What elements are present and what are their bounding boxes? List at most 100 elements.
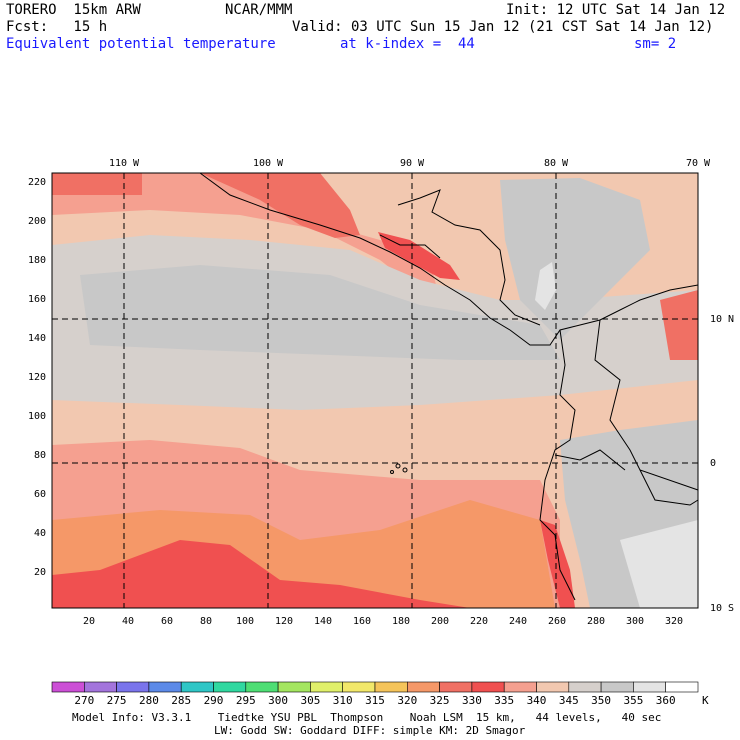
lat-label: 10 N (710, 314, 734, 325)
legend-label: 345 (559, 694, 579, 707)
init-time: Init: 12 UTC Sat 14 Jan 12 (506, 2, 726, 18)
legend-label: 270 (74, 694, 94, 707)
x-tick: 320 (665, 616, 683, 627)
x-tick-labels: 20 40 60 80 100 120 140 160 180 200 220 … (83, 616, 683, 627)
y-tick: 220 (28, 177, 46, 188)
legend-colorbar (51, 681, 699, 693)
model-info-line1: Model Info: V3.3.1 Tiedtke YSU PBL Thomp… (72, 711, 662, 724)
legend-label: 335 (494, 694, 514, 707)
lon-label: 110 W (109, 158, 140, 169)
legend-swatch (277, 681, 311, 693)
legend-label: 355 (623, 694, 643, 707)
field-hot-southwest (52, 540, 470, 608)
legend-swatch (568, 681, 602, 693)
valid-time: Valid: 03 UTC Sun 15 Jan 12 (21 CST Sat … (292, 19, 714, 35)
legend-label: 290 (204, 694, 224, 707)
model-name: TORERO 15km ARW (6, 2, 141, 18)
legend-swatch (342, 681, 376, 693)
latlon-grid (52, 173, 698, 608)
legend-swatch (471, 681, 505, 693)
legend-swatch (633, 681, 667, 693)
legend-swatch (245, 681, 279, 693)
legend-label: 285 (171, 694, 191, 707)
lat-label: 0 (710, 458, 716, 469)
field-light-amazon (620, 520, 698, 608)
forecast-hour: Fcst: 15 h (6, 19, 108, 35)
y-tick: 60 (34, 489, 46, 500)
legend-labels: 270 275 280 285 290 295 300 305 310 315 320 325 330 3… (74, 694, 675, 707)
center-name: NCAR/MMM (225, 2, 293, 18)
x-tick: 80 (200, 616, 212, 627)
lon-labels: 110 W 100 W 90 W 80 W 70 W (109, 158, 711, 169)
x-tick: 40 (122, 616, 134, 627)
legend-label: 305 (300, 694, 320, 707)
legend-label: 360 (656, 694, 676, 707)
x-tick: 240 (509, 616, 527, 627)
galapagos-island (395, 463, 401, 469)
legend-swatch (213, 681, 247, 693)
legend-label: 350 (591, 694, 611, 707)
map-frame (51, 172, 699, 609)
coastlines (199, 172, 699, 601)
y-tick-labels: 220 200 180 160 140 120 100 80 60 40 20 (28, 177, 46, 578)
galapagos-island (390, 470, 394, 474)
y-tick: 120 (28, 372, 46, 383)
x-tick: 120 (275, 616, 293, 627)
level-info: at k-index = 44 (340, 36, 475, 52)
legend-label: 320 (397, 694, 417, 707)
y-tick: 180 (28, 255, 46, 266)
y-tick: 80 (34, 450, 46, 461)
lon-label: 80 W (544, 158, 569, 169)
legend-label: 275 (107, 694, 127, 707)
field-hot-venezuela (660, 290, 698, 360)
legend-swatch (374, 681, 408, 693)
x-tick: 20 (83, 616, 95, 627)
lat-labels: 10 N 0 10 S (710, 314, 734, 614)
y-tick: 140 (28, 333, 46, 344)
legend-swatch (600, 681, 634, 693)
coast-pacific-central-america (199, 172, 699, 346)
legend-swatch (51, 681, 85, 693)
field-light-spot (535, 262, 556, 310)
border-peru-brazil (639, 469, 699, 506)
x-tick: 180 (392, 616, 410, 627)
field-gray-core (80, 265, 560, 360)
theta-e-field (52, 173, 698, 608)
y-tick: 200 (28, 216, 46, 227)
y-tick: 100 (28, 411, 46, 422)
legend-swatch (310, 681, 343, 693)
legend-swatch (665, 681, 699, 693)
legend-swatch (148, 681, 182, 693)
legend-swatch (180, 681, 214, 693)
x-tick: 300 (626, 616, 644, 627)
legend-label: 295 (236, 694, 256, 707)
legend-unit: K (702, 694, 709, 707)
field-name: Equivalent potential temperature (6, 36, 276, 52)
lon-label: 70 W (686, 158, 711, 169)
x-tick: 100 (236, 616, 254, 627)
smoothing-info: sm= 2 (634, 36, 677, 52)
legend-swatch (536, 681, 570, 693)
legend-swatch (406, 681, 440, 693)
legend-label: 325 (430, 694, 450, 707)
legend-label: 340 (527, 694, 547, 707)
x-tick: 60 (161, 616, 173, 627)
lon-label: 100 W (253, 158, 284, 169)
field-hot-peru-coast (540, 520, 575, 608)
coast-south-america-pacific (539, 329, 576, 601)
x-tick: 140 (314, 616, 332, 627)
legend-swatch (84, 681, 117, 693)
y-tick: 40 (34, 528, 46, 539)
legend-label: 280 (139, 694, 159, 707)
legend-swatch (503, 681, 537, 693)
model-info-line2: LW: Godd SW: Goddard DIFF: simple KM: 2D… (214, 724, 526, 737)
legend-label: 330 (462, 694, 482, 707)
x-tick: 260 (548, 616, 566, 627)
legend-label: 300 (268, 694, 288, 707)
x-tick: 200 (431, 616, 449, 627)
coast-caribbean (397, 189, 541, 326)
lon-label: 90 W (400, 158, 425, 169)
lat-label: 10 S (710, 603, 734, 614)
x-tick: 160 (353, 616, 371, 627)
